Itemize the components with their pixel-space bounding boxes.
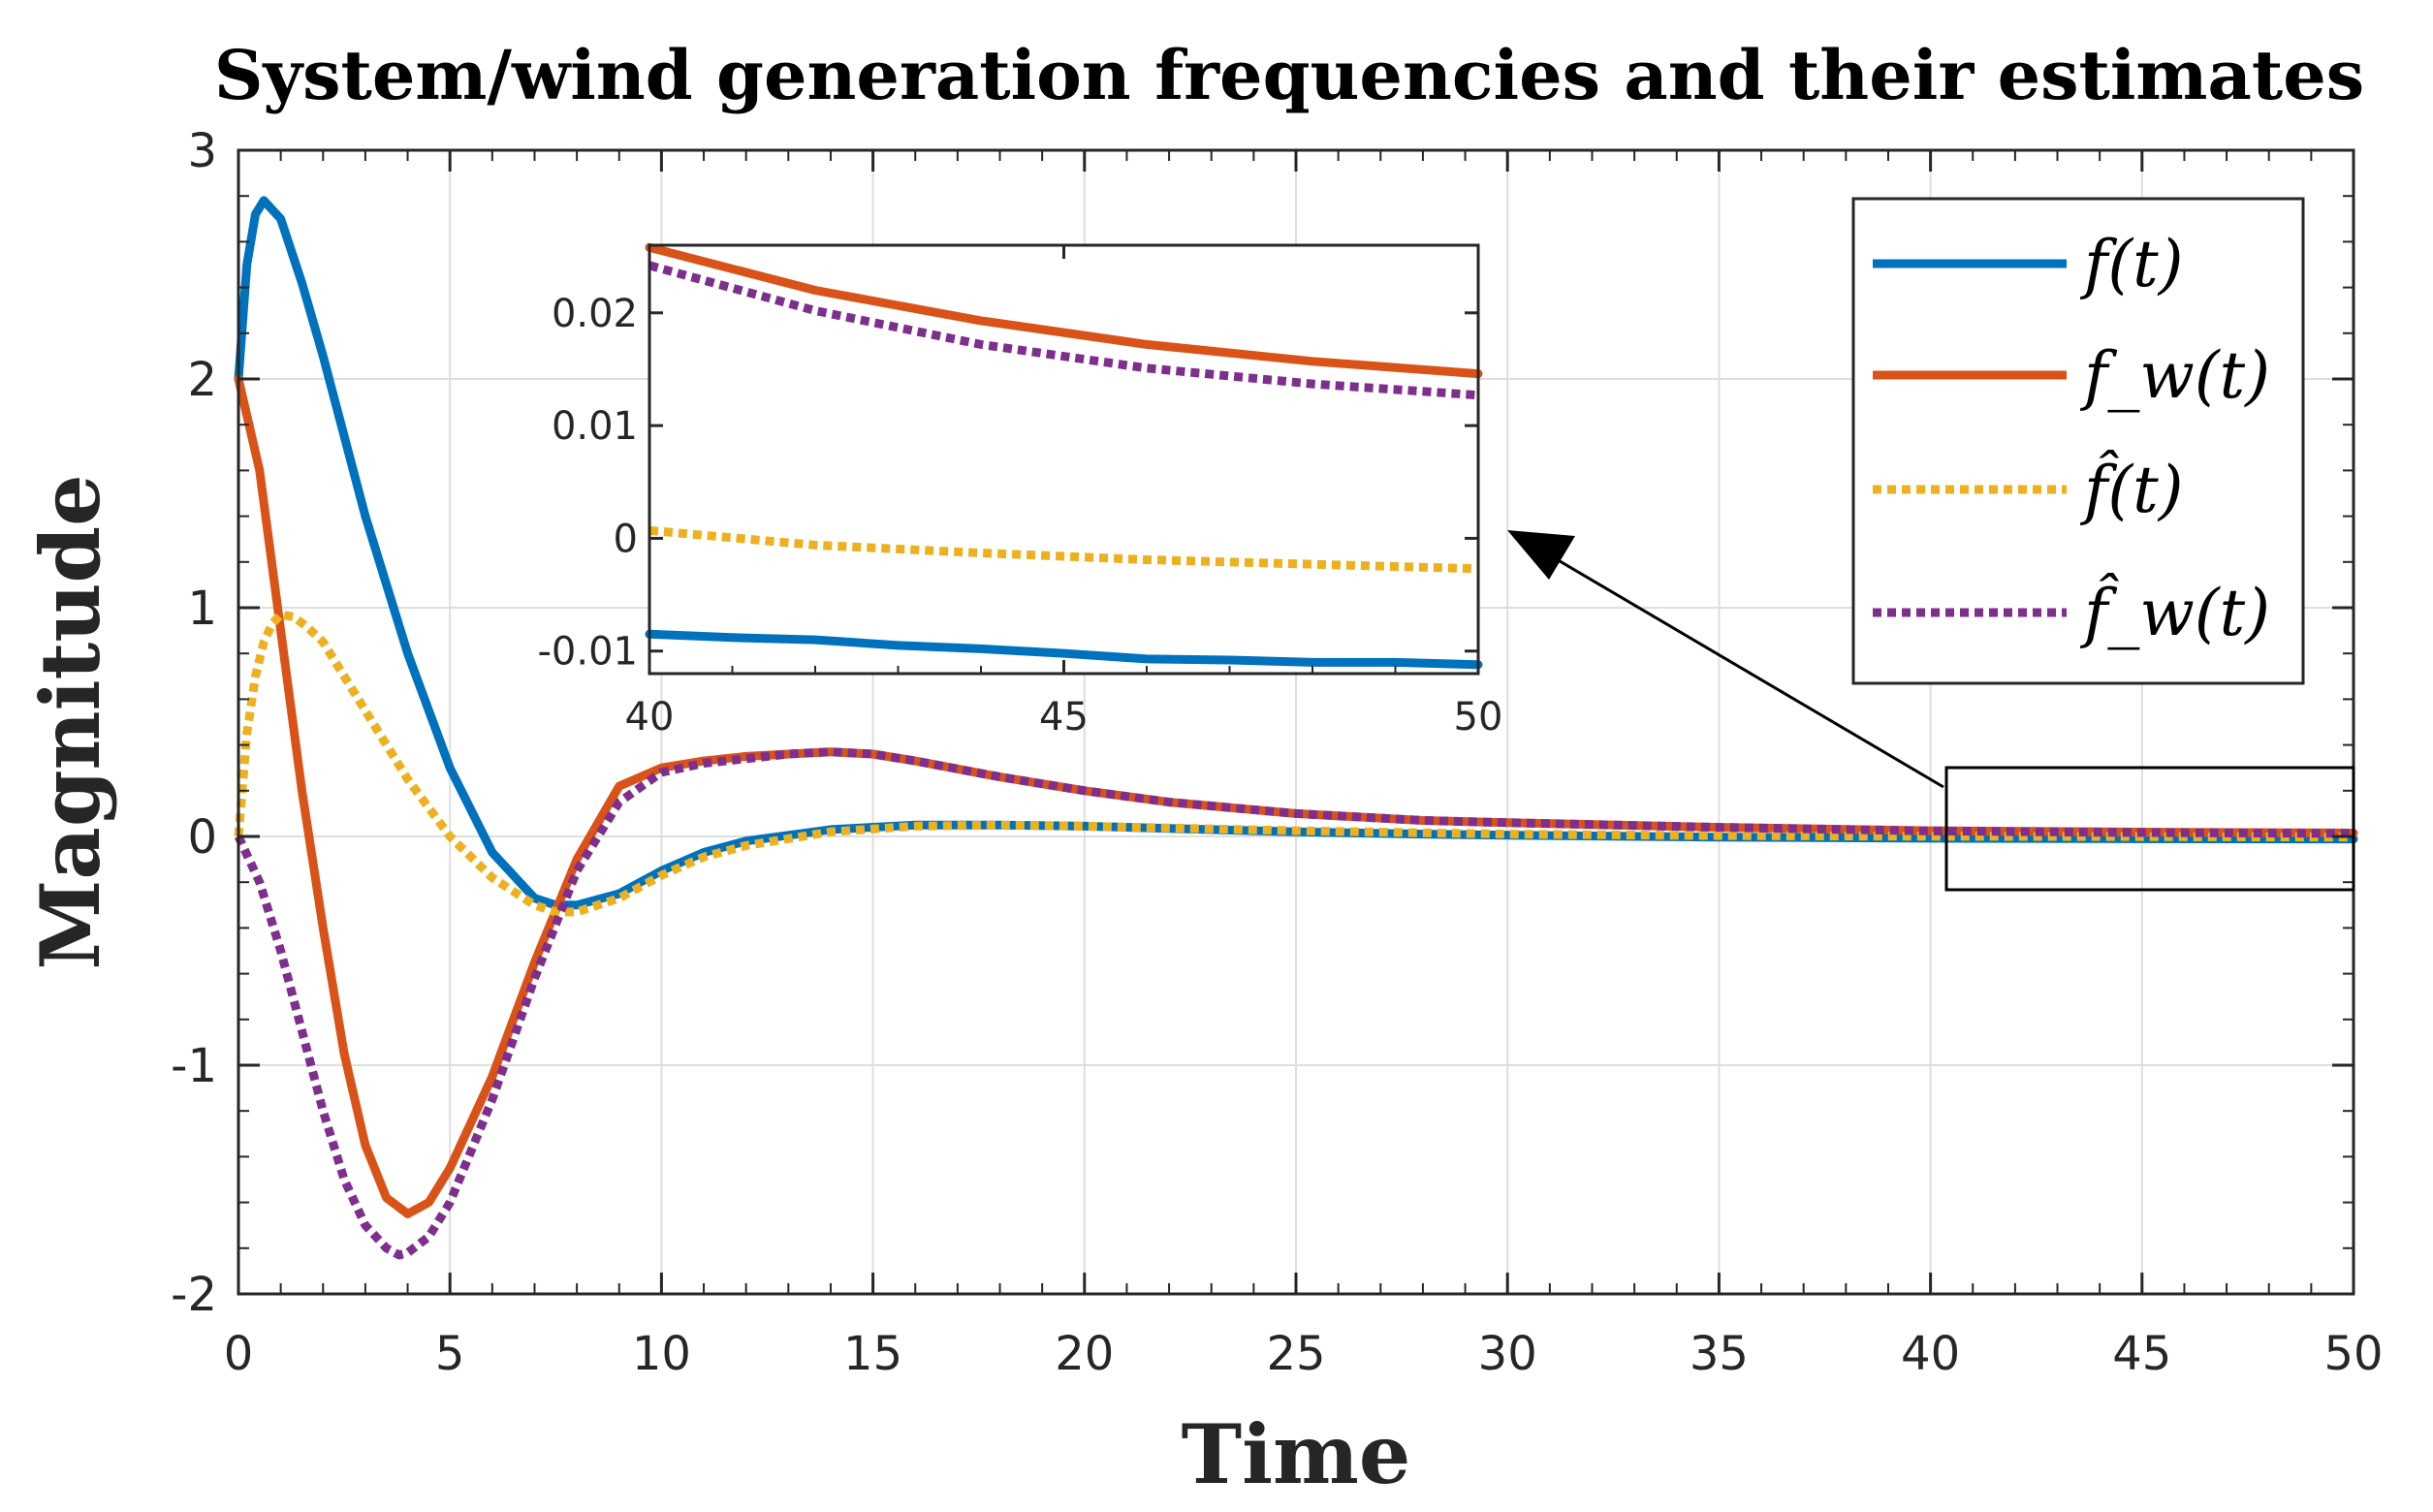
x-tick-label: 20 xyxy=(1055,1327,1114,1381)
x-tick-label: 0 xyxy=(224,1327,254,1381)
series-line-fwhat xyxy=(234,747,2354,1260)
inset-y-tick-label: 0 xyxy=(614,517,638,561)
main-ticks xyxy=(237,148,2355,1296)
legend-label-fhat: f̂(t) xyxy=(2079,451,2183,527)
x-tick-label: 40 xyxy=(1901,1327,1960,1381)
x-tick-label: 15 xyxy=(843,1327,902,1381)
legend-label-fw: f_w(t) xyxy=(2079,338,2270,413)
zoom-arrow-line xyxy=(1532,544,1944,789)
y-tick-label: 0 xyxy=(187,810,217,865)
inset-ticks xyxy=(648,245,1480,674)
x-tick-label: 45 xyxy=(2112,1327,2171,1381)
inset-series-line-f xyxy=(645,629,1483,670)
main-ticklabels: 0 5 10 15 20 25 30 35 40 45 50 -2 -1 0 1 2 3 xyxy=(171,124,2383,1381)
legend: f(t) f_w(t) f̂(t) f̂_w(t) xyxy=(1851,197,2305,685)
inset-series-line-fwhat xyxy=(648,261,1479,400)
y-tick-label: 2 xyxy=(187,353,217,407)
inset-background xyxy=(649,245,1478,674)
inset-series-line-fw xyxy=(645,242,1483,379)
series-line-fhat xyxy=(234,610,2354,917)
x-tick-label: 50 xyxy=(2323,1327,2383,1381)
x-tick-label: 5 xyxy=(435,1327,465,1381)
inset-ticklabels: 40 45 50 -0.01 0 0.01 0.02 xyxy=(538,292,1503,740)
x-tick-label: 10 xyxy=(632,1327,691,1381)
inset-x-tick-label: 45 xyxy=(1039,695,1089,740)
y-tick-label: 3 xyxy=(187,124,217,178)
x-tick-label: 25 xyxy=(1266,1327,1325,1381)
y-axis-label: Magnitude xyxy=(22,474,118,969)
inset-y-tick-label: 0.02 xyxy=(552,292,638,336)
main-series xyxy=(234,196,2358,1260)
zoom-region-box xyxy=(1944,766,2355,892)
zoom-arrow-head xyxy=(1507,530,1575,580)
inset-series-line-fhat xyxy=(648,525,1479,574)
legend-box xyxy=(1851,197,2305,685)
legend-label-f: f(t) xyxy=(2079,227,2183,301)
legend-label-fwhat: f̂_w(t) xyxy=(2079,574,2270,650)
x-tick-label: 30 xyxy=(1478,1327,1537,1381)
x-axis-label: Time xyxy=(1182,1406,1411,1502)
y-tick-label: -1 xyxy=(171,1039,217,1093)
x-tick-label: 35 xyxy=(1690,1327,1749,1381)
inset-y-tick-label: -0.01 xyxy=(538,630,639,675)
y-tick-label: 1 xyxy=(187,582,217,636)
chart-title: System/wind generation frequencies and t… xyxy=(214,35,2364,115)
inset-y-tick-label: 0.01 xyxy=(552,404,638,449)
series-line-f xyxy=(234,196,2358,910)
inset-series xyxy=(645,242,1483,670)
inset-x-tick-label: 50 xyxy=(1454,695,1503,740)
inset-x-tick-label: 40 xyxy=(625,695,675,740)
y-tick-label: -2 xyxy=(171,1268,217,1322)
